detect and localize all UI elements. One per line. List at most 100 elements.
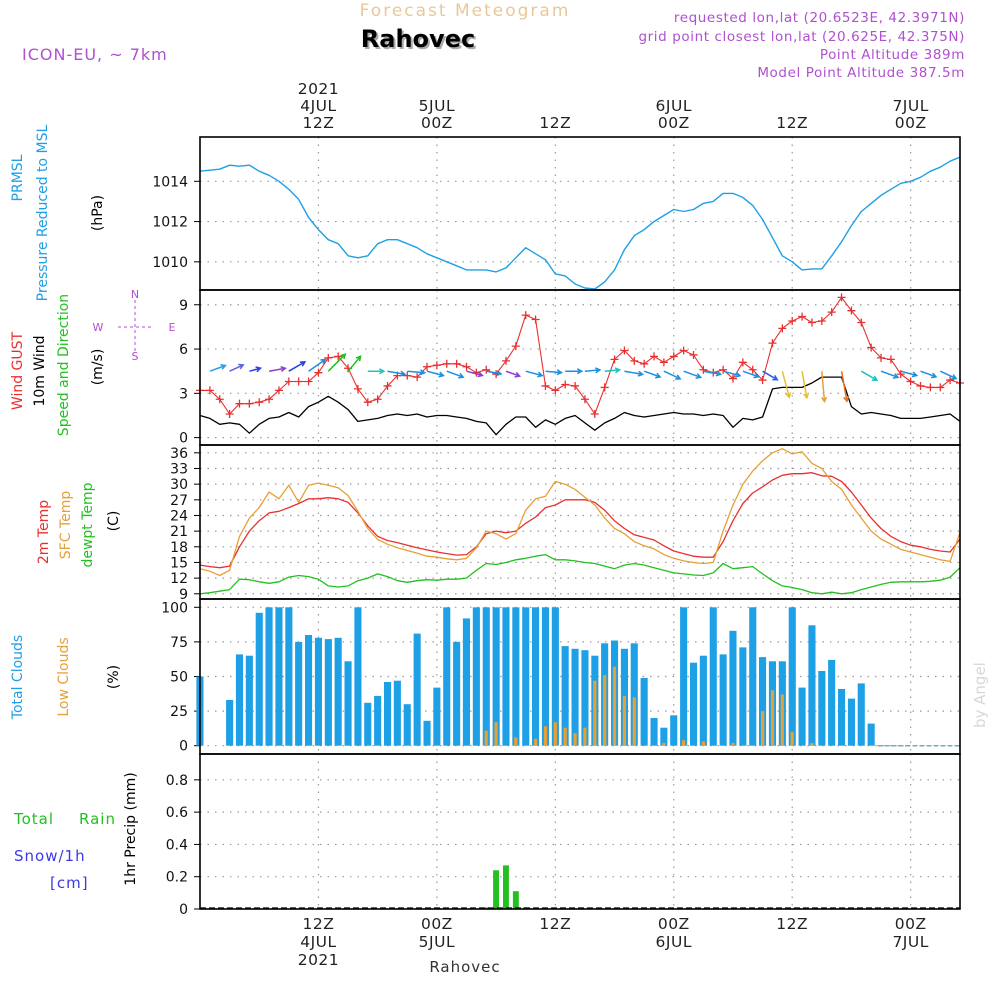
gust-marker <box>867 343 876 352</box>
total-cloud-bar <box>522 607 530 746</box>
gust-marker <box>807 318 816 327</box>
y-tick-label: 0 <box>179 739 188 755</box>
gust-marker <box>837 293 846 302</box>
wind-arrow <box>407 369 427 376</box>
total-cloud-bar <box>571 648 579 746</box>
wind-arrow <box>525 370 544 378</box>
y-tick-label: 27 <box>170 493 188 509</box>
axis-label-sfc-temp: SFC Temp <box>58 491 74 560</box>
total-cloud-bar <box>453 641 461 746</box>
wind-arrow <box>900 370 919 378</box>
total-cloud-bar <box>482 607 490 746</box>
axis-label-dewpt-temp: dewpt Temp <box>80 482 96 567</box>
gust-marker <box>413 373 422 382</box>
series-line-prmsl <box>199 156 961 290</box>
legend-rain: Rain <box>79 810 116 828</box>
total-cloud-bar <box>472 607 480 746</box>
top-time-label: 2021 <box>298 80 339 98</box>
total-cloud-bar <box>502 607 510 746</box>
y-tick-label: 33 <box>170 461 188 477</box>
compass-label: S <box>132 350 139 363</box>
wind-arrow <box>742 370 760 379</box>
wind-arrow <box>821 371 828 404</box>
gust-marker <box>571 381 580 390</box>
compass-label: N <box>131 288 139 301</box>
total-cloud-bar <box>680 607 688 746</box>
y-tick-label: 1014 <box>152 174 188 190</box>
total-cloud-bar <box>374 695 382 746</box>
y-tick-label: 1012 <box>152 215 188 231</box>
wind-arrow <box>466 370 484 378</box>
y-tick-label: 18 <box>170 540 188 556</box>
y-tick-label: 0.4 <box>166 837 188 853</box>
grid <box>200 137 960 290</box>
bottom-time-label: 4JUL <box>300 933 336 951</box>
panel-4: 0 25 50 75 100 <box>161 599 960 755</box>
total-cloud-bar <box>462 618 470 746</box>
grid <box>200 754 960 910</box>
total-cloud-bar <box>324 639 332 746</box>
gust-marker <box>916 381 925 390</box>
total-cloud-bar <box>729 630 737 746</box>
gust-marker <box>728 374 737 383</box>
gust-marker <box>482 365 491 374</box>
gust-marker <box>778 324 787 333</box>
total-cloud-bar <box>275 607 283 746</box>
series-line-10m-wind <box>199 376 961 436</box>
y-tick-label: 1010 <box>152 255 188 271</box>
series-line-sfc-temp <box>199 448 961 577</box>
top-time-label: 12Z <box>776 114 808 132</box>
gust-marker <box>738 358 747 367</box>
y-tick-label: 30 <box>170 477 188 493</box>
rain-bar <box>503 865 509 909</box>
compass-cross-icon <box>118 300 152 354</box>
gust-marker <box>768 339 777 348</box>
top-time-label: 6JUL <box>656 97 692 115</box>
low-cloud-bar <box>514 737 518 746</box>
axis-label-speed-direction: Speed and Direction <box>56 294 72 436</box>
wind-arrow <box>545 369 563 376</box>
gust-marker <box>235 399 244 408</box>
total-cloud-bar <box>334 637 342 746</box>
gust-marker <box>511 342 520 351</box>
gust-marker <box>689 350 698 359</box>
wind-arrow <box>722 370 742 378</box>
low-cloud-bar <box>593 680 597 746</box>
low-cloud-bar <box>632 697 636 746</box>
wind-arrow <box>367 368 386 375</box>
y-tick-label: 25 <box>170 704 188 720</box>
axis-unit-hpa: (hPa) <box>90 195 106 231</box>
wind-arrow <box>387 370 407 377</box>
total-cloud-bar <box>393 680 401 746</box>
total-cloud-bar <box>226 700 234 746</box>
wind-arrow <box>426 370 445 378</box>
total-cloud-bar <box>670 715 678 746</box>
total-cloud-bar <box>719 654 727 746</box>
gust-marker <box>462 362 471 371</box>
top-time-label: 00Z <box>895 114 927 132</box>
gust-marker <box>363 398 372 407</box>
wind-arrow <box>624 370 645 377</box>
wind-arrow <box>268 365 287 372</box>
compass-icon: N W E S <box>93 288 176 363</box>
total-cloud-bar <box>443 607 451 746</box>
low-cloud-bar <box>622 695 626 746</box>
y-tick-label: 3 <box>179 386 188 402</box>
wind-arrow <box>840 371 850 403</box>
total-cloud-bar <box>551 607 559 746</box>
top-time-label: 12Z <box>539 114 571 132</box>
wind-arrow <box>880 370 900 379</box>
low-cloud-bar <box>543 726 548 746</box>
gust-marker <box>847 306 856 315</box>
wind-arrow <box>565 368 584 375</box>
low-cloud-bar <box>612 666 617 746</box>
axis-label-total-clouds: Total Clouds <box>10 635 26 720</box>
total-cloud-bar <box>847 698 855 746</box>
gust-marker <box>255 398 264 407</box>
total-cloud-bar <box>305 635 313 746</box>
grid-point-coords: grid point closest lon,lat (20.625E, 42.… <box>638 29 965 45</box>
wind-arrow <box>939 370 958 380</box>
total-cloud-bar <box>650 718 658 746</box>
low-cloud-bar <box>810 742 814 746</box>
